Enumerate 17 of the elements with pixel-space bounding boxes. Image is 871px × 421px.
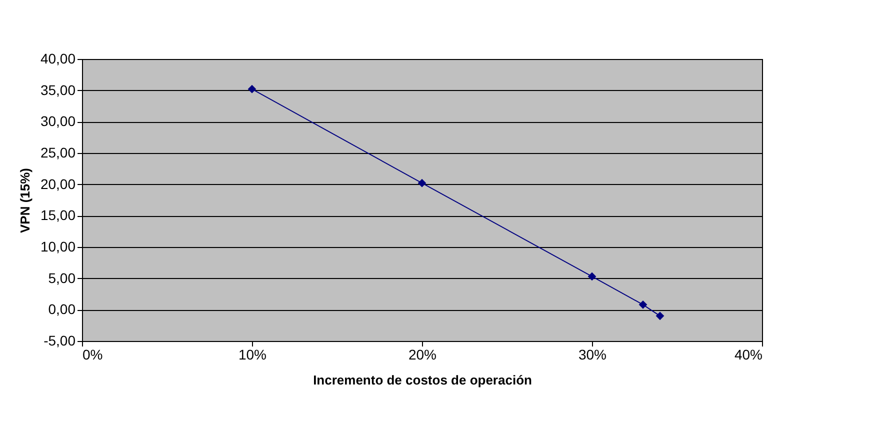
y-axis-title: VPN (15%) [17, 168, 32, 234]
x-tick-label: 30% [578, 346, 607, 362]
x-tick-label: 0% [82, 346, 103, 362]
y-tick-label: 20,00 [40, 176, 76, 192]
x-tick-label: 20% [408, 346, 437, 362]
x-tick-label: 40% [734, 346, 762, 362]
y-tick-label: 0,00 [48, 301, 76, 318]
y-tick-label: 35,00 [40, 82, 76, 98]
y-tick-label: 25,00 [40, 144, 76, 160]
y-tick-label: 15,00 [40, 207, 76, 224]
y-tick-label: 40,00 [40, 50, 76, 66]
x-axis-title: Incremento de costos de operación [313, 372, 532, 388]
y-tick-label: 30,00 [40, 113, 76, 130]
y-tick-label: 5,00 [48, 270, 76, 286]
y-tick-label: 10,00 [40, 238, 76, 254]
x-tick-label: 10% [238, 346, 267, 362]
y-tick-label: -5,00 [44, 332, 76, 348]
